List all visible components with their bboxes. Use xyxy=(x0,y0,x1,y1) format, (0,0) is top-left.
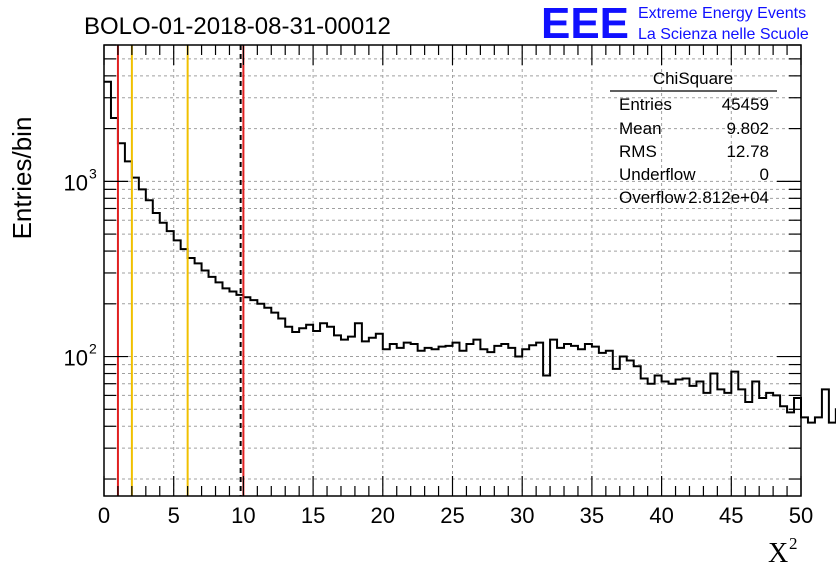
x-tick-label: 25 xyxy=(440,503,464,528)
stats-box: ChiSquare Entries 45459 Mean 9.802 RMS 1… xyxy=(610,69,777,207)
stats-row-label: RMS xyxy=(619,142,657,161)
x-tick-label: 30 xyxy=(510,503,534,528)
x-tick-label: 10 xyxy=(231,503,255,528)
x-tick-labels: 0 5 10 15 20 25 30 35 40 45 50 xyxy=(98,503,813,528)
y-tick-label-exponent: 3 xyxy=(89,165,97,181)
stats-row-label: Underflow xyxy=(619,165,696,184)
stats-box-title: ChiSquare xyxy=(653,69,733,88)
x-tick-label: 50 xyxy=(789,503,813,528)
stats-row-value: 9.802 xyxy=(726,119,769,138)
y-tick-label-base: 10 xyxy=(64,170,88,195)
histogram-step-line xyxy=(104,80,836,424)
stats-row-value: 45459 xyxy=(722,95,769,114)
x-axis-title: X 2 xyxy=(768,534,798,569)
x-axis-title-superscript: 2 xyxy=(789,534,798,553)
x-tick-label: 20 xyxy=(371,503,395,528)
grid-lines xyxy=(104,44,801,496)
x-tick-label: 5 xyxy=(168,503,180,528)
stats-row-label: Mean xyxy=(619,119,662,138)
eee-logo: EEE Extreme Energy Events La Scienza nel… xyxy=(541,0,809,48)
stats-row-label: Entries xyxy=(619,95,672,114)
stats-row-value: 2.812e+04 xyxy=(688,188,769,207)
y-tick-label-base: 10 xyxy=(64,346,88,371)
stats-row-value: 12.78 xyxy=(726,142,769,161)
threshold-lines xyxy=(116,45,245,496)
histogram-series xyxy=(104,80,836,424)
y-axis-title: Entries/bin xyxy=(7,117,37,240)
x-tick-label: 0 xyxy=(98,503,110,528)
y-tick-label-exponent: 2 xyxy=(89,341,97,357)
x-tick-label: 35 xyxy=(580,503,604,528)
chart-title: BOLO-01-2018-08-31-00012 xyxy=(84,13,391,40)
logo-line-2: La Scienza nelle Scuole xyxy=(638,26,809,43)
logo-line-1: Extreme Energy Events xyxy=(638,5,806,22)
x-tick-label: 45 xyxy=(719,503,743,528)
x-axis-title-base: X xyxy=(768,538,788,569)
stats-row-label: Overflow xyxy=(619,188,687,207)
stats-row-value: 0 xyxy=(760,165,769,184)
axis-ticks xyxy=(103,44,802,496)
x-tick-label: 40 xyxy=(649,503,673,528)
logo-text: EEE xyxy=(541,0,629,48)
x-tick-label: 15 xyxy=(301,503,325,528)
